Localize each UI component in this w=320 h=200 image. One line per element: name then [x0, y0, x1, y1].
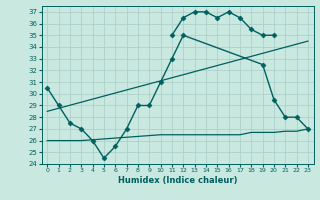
X-axis label: Humidex (Indice chaleur): Humidex (Indice chaleur): [118, 176, 237, 185]
